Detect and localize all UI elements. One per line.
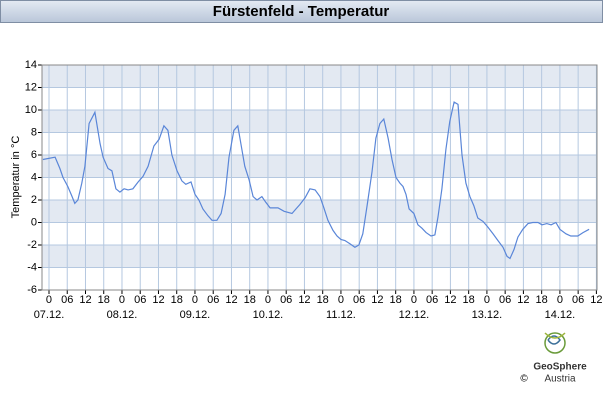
grid-band: [42, 200, 597, 223]
x-tick-label: 06: [207, 294, 219, 306]
copyright: ©: [520, 374, 528, 385]
y-tick-label: 4: [31, 171, 37, 183]
grid-band: [42, 245, 597, 268]
grid-band: [42, 65, 597, 88]
x-tick-label: 0: [265, 294, 271, 306]
x-tick-label: 12: [79, 294, 91, 306]
x-tick-label: 0: [192, 294, 198, 306]
x-tick-label: 18: [98, 294, 110, 306]
x-tick-label: 18: [390, 294, 402, 306]
chart-title: Fürstenfeld - Temperatur: [213, 3, 390, 20]
x-tick-label: 12: [444, 294, 456, 306]
y-tick-label: 0: [31, 216, 37, 228]
grid-band: [42, 155, 597, 178]
x-tick-label: 06: [134, 294, 146, 306]
y-tick-label: 6: [31, 149, 37, 161]
x-tick-label: 0: [484, 294, 490, 306]
x-tick-label: 0: [338, 294, 344, 306]
x-tick-label: 0: [46, 294, 52, 306]
x-tick-label: 12: [517, 294, 529, 306]
x-tick-label: 12: [225, 294, 237, 306]
x-tick-label: 18: [244, 294, 256, 306]
x-tick-label: 18: [463, 294, 475, 306]
grid-band: [42, 110, 597, 133]
day-label: 07.12.: [34, 309, 65, 321]
day-label: 10.12.: [253, 309, 284, 321]
x-tick-label: 06: [572, 294, 584, 306]
x-tick-label: 12: [152, 294, 164, 306]
x-tick-label: 12: [590, 294, 602, 306]
logo: [544, 332, 566, 354]
x-tick-label: 06: [353, 294, 365, 306]
x-tick-label: 18: [171, 294, 183, 306]
x-tick-label: 06: [61, 294, 73, 306]
x-tick-label: 12: [371, 294, 383, 306]
day-label: 12.12.: [399, 309, 430, 321]
temperature-line: [42, 101, 590, 260]
day-label: 08.12.: [107, 309, 138, 321]
x-tick-label: 06: [426, 294, 438, 306]
day-label: 13.12.: [472, 309, 503, 321]
x-tick-label: 18: [536, 294, 548, 306]
brand-sub: Austria: [544, 374, 576, 385]
y-tick-label: -2: [27, 239, 37, 251]
day-label: 11.12.: [326, 309, 356, 321]
day-label: 09.12.: [180, 309, 211, 321]
x-tick-label: 0: [119, 294, 125, 306]
brand: GeoSphere: [533, 362, 587, 373]
y-tick-label: 10: [25, 104, 37, 116]
y-tick-label: 2: [31, 194, 37, 206]
plot-frame: [41, 64, 598, 291]
y-tick-label: 12: [25, 81, 37, 93]
x-tick-label: 18: [317, 294, 329, 306]
y-tick-label: 14: [25, 59, 37, 71]
x-tick-label: 0: [557, 294, 563, 306]
day-label: 14.12.: [545, 309, 576, 321]
y-tick-label: 8: [31, 126, 37, 138]
y-tick-label: -4: [27, 261, 37, 273]
x-tick-label: 06: [280, 294, 292, 306]
x-tick-label: 0: [411, 294, 417, 306]
y-axis-label: Temperatur in °C: [10, 136, 22, 219]
y-tick-label: -6: [27, 284, 37, 296]
x-tick-label: 06: [499, 294, 511, 306]
x-tick-label: 12: [298, 294, 310, 306]
